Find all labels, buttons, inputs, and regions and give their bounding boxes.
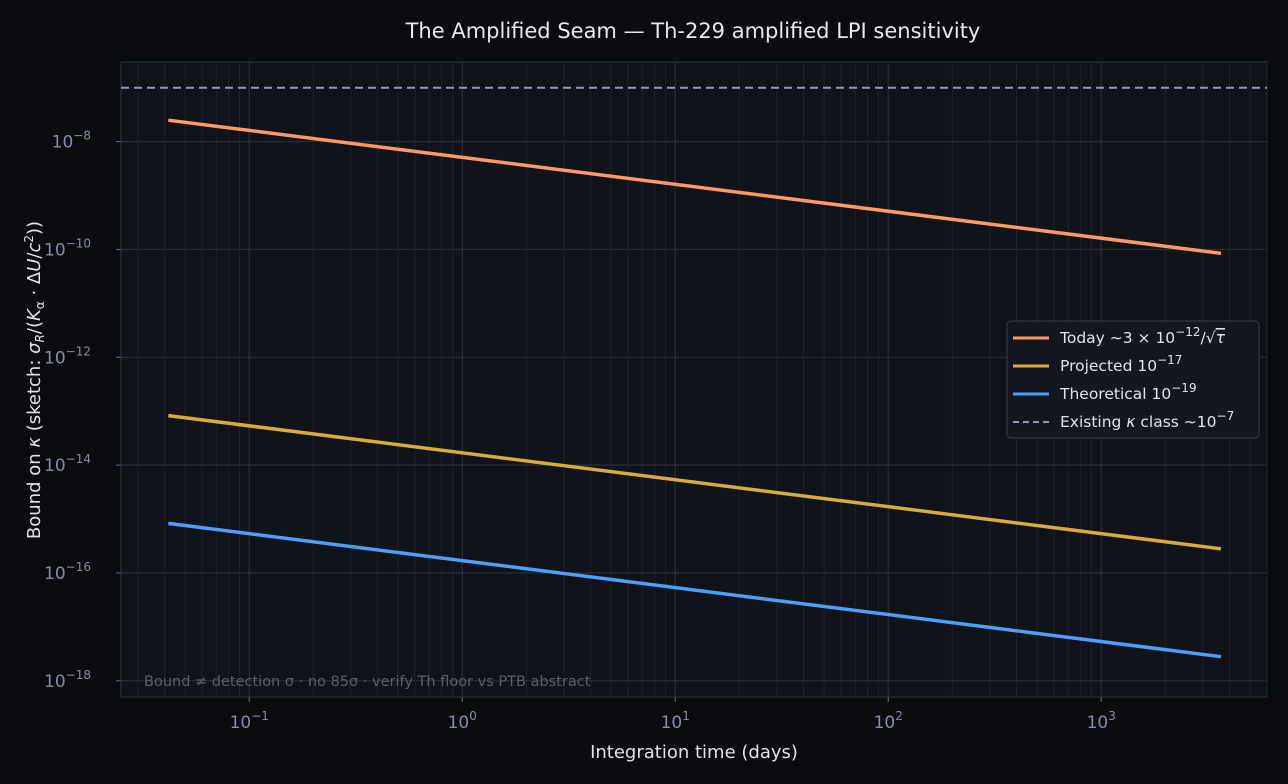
series-line-projected xyxy=(168,413,1222,551)
legend: Today ∼3 × 10−12/√τ Projected 10−17 Theo… xyxy=(1006,320,1260,439)
y-axis-label: Bound on κ (sketch: σR/(Kα · ΔU/c2)) xyxy=(22,221,47,539)
series-line-today xyxy=(168,118,1222,256)
y-tick-label: 10−14 xyxy=(44,452,91,476)
series-line-theoretical xyxy=(168,521,1222,659)
y-tick-label: 10−18 xyxy=(44,668,91,692)
x-axis-label: Integration time (days) xyxy=(590,742,798,763)
x-tick-label: 102 xyxy=(874,709,903,733)
legend-label-theoretical: Theoretical 10−19 xyxy=(1059,381,1197,403)
x-axis-ticks: 10−1 100 101 102 103 xyxy=(230,697,1116,733)
x-tick-label: 100 xyxy=(448,709,477,733)
y-tick-label: 10−8 xyxy=(52,129,91,153)
legend-label-existing: Existing κ class ∼10−7 xyxy=(1060,409,1234,431)
y-tick-label: 10−16 xyxy=(44,560,91,584)
x-tick-label: 10−1 xyxy=(230,709,269,733)
legend-label-today: Today ∼3 × 10−12/√τ xyxy=(1059,325,1226,347)
x-tick-label: 103 xyxy=(1087,709,1116,733)
chart-title: The Amplified Seam — Th-229 amplified LP… xyxy=(405,19,981,43)
x-tick-label: 101 xyxy=(661,709,690,733)
y-axis-ticks: 10−8 10−10 10−12 10−14 10−16 10−18 xyxy=(44,129,121,692)
y-tick-label: 10−10 xyxy=(44,236,91,260)
series-lines xyxy=(121,86,1267,659)
annotation-note: Bound ≠ detection σ · no 85σ · verify Th… xyxy=(144,674,591,690)
legend-label-projected: Projected 10−17 xyxy=(1060,353,1182,375)
y-tick-label: 10−12 xyxy=(44,344,91,368)
